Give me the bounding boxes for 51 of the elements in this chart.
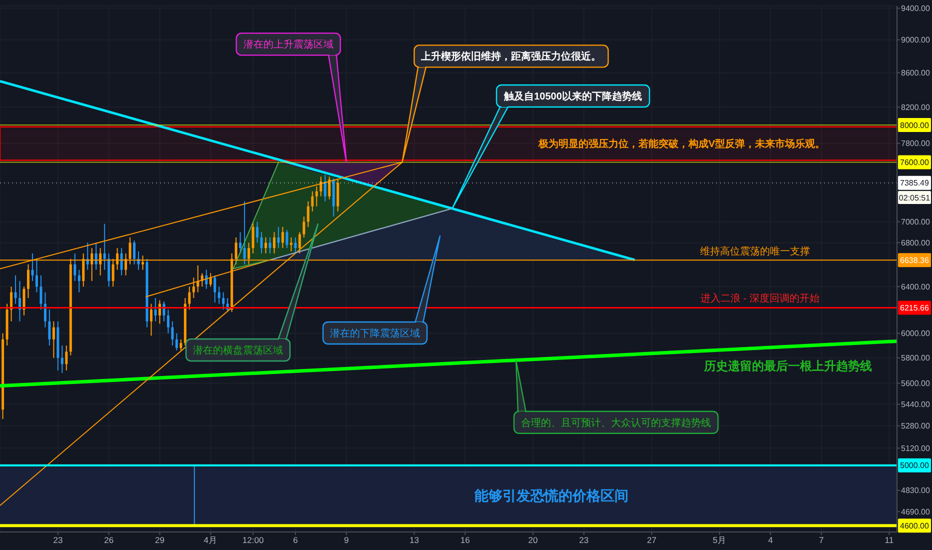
y-tick-label: 6800.00 <box>901 238 930 248</box>
annotation: 潜在的下降震荡区域 <box>330 328 420 340</box>
ref-line-label: 6638.36 <box>900 256 930 265</box>
y-tick-label: 6000.00 <box>901 329 930 338</box>
x-tick-label: 20 <box>528 535 538 546</box>
x-tick-label: 27 <box>646 535 657 546</box>
ref-line-label: 8000.00 <box>900 120 930 130</box>
ref-line-label: 7600.00 <box>900 158 930 167</box>
y-tick-label: 6400.00 <box>901 282 930 292</box>
x-tick-label: 5月 <box>712 535 726 546</box>
y-tick-label: 5800.00 <box>901 354 930 363</box>
x-tick-label: 11 <box>884 535 894 546</box>
ref-line-label: 5000.00 <box>900 461 930 470</box>
y-tick-label: 4690.00 <box>901 507 930 516</box>
ref-line-label: 4600.00 <box>900 521 930 530</box>
annotation: 潜在的上升震荡区域 <box>243 38 334 51</box>
x-tick-label: 23 <box>53 535 63 546</box>
x-tick-label: 4 <box>768 535 774 546</box>
annotation: 合理的、且可预计、大众认可的支撑趋势线 <box>521 416 712 429</box>
x-tick-label: 13 <box>409 535 420 546</box>
y-tick-label: 5280.00 <box>901 422 930 431</box>
annotation: 历史遗留的最后一根上升趋势线 <box>703 358 872 373</box>
x-tick-label: 6 <box>293 535 298 546</box>
y-tick-label: 8200.00 <box>901 103 930 112</box>
x-tick-label: 29 <box>155 535 165 546</box>
ref-line-label: 7385.49 <box>900 178 930 188</box>
y-tick-label: 7800.00 <box>901 139 930 148</box>
y-tick-label: 4830.00 <box>901 486 930 496</box>
y-tick-label: 8600.00 <box>901 68 930 78</box>
band-label: 能够引发恐慌的价格区间 <box>474 487 629 504</box>
y-tick-label: 5600.00 <box>901 379 930 388</box>
annotation: 进入二浪 - 深度回调的开始 <box>700 292 820 304</box>
x-tick-label: 23 <box>579 535 589 546</box>
x-tick-label: 12:00 <box>242 535 264 546</box>
x-tick-label: 16 <box>460 535 470 546</box>
annotation: 维持高位震荡的唯一支撑 <box>700 246 810 258</box>
annotation: 潜在的横盘震荡区域 <box>193 344 283 356</box>
x-tick-label: 26 <box>104 535 114 546</box>
text: 02:05:51 <box>898 193 931 202</box>
annotation: 触及自10500以来的下降趋势线 <box>503 90 642 102</box>
x-tick-label: 9 <box>344 535 349 546</box>
annotation: 上升楔形依旧维持，距离强压力位很近。 <box>420 50 602 63</box>
x-tick-label: 7 <box>819 535 824 546</box>
y-tick-label: 9000.00 <box>901 36 930 45</box>
y-tick-label: 7000.00 <box>901 218 930 227</box>
ref-line-label: 6215.66 <box>900 304 930 313</box>
band-label: 极为明显的强压力位，若能突破，构成V型反弹，未来市场乐观。 <box>537 138 826 150</box>
y-tick-label: 9400.00 <box>901 4 930 14</box>
y-tick-label: 5440.00 <box>901 400 930 410</box>
y-tick-label: 5120.00 <box>901 444 930 453</box>
x-tick-label: 4月 <box>204 535 218 546</box>
